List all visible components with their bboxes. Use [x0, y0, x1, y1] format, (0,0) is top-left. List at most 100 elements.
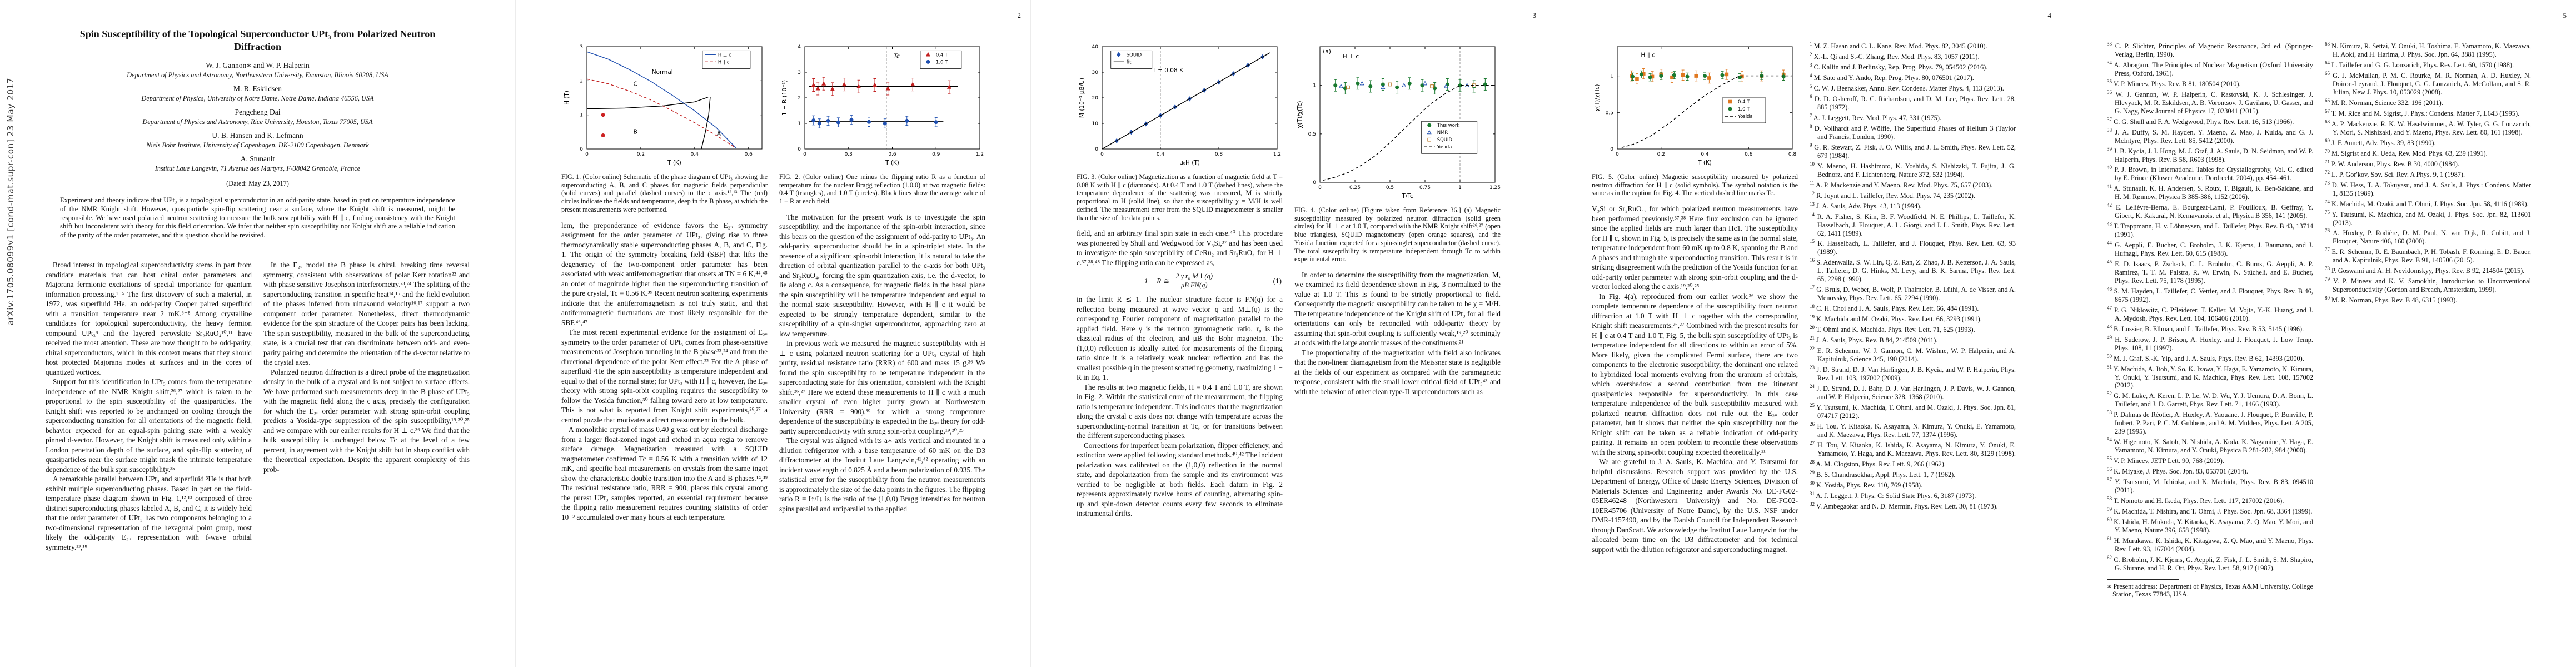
reference-item: 42 E. Lelièvre-Berna, E. Bourgeat-Lami, … [2107, 202, 2313, 220]
figure-4-chart: 0 0.25 0.5 0.75 1 1.25 0 0.5 1 T/Tc χ(T)/χ(Tc) H ⊥ … [1294, 41, 1501, 202]
page-3: 3 0 0.4 0.8 1.2 0 10 20 30 40 μ₀H (T) M (10⁻³ μB/U… [1030, 0, 1546, 667]
svg-text:Tc: Tc [894, 53, 900, 60]
reference-item: 75 Y. Tsutsumi, K. Machida, and M. Ozaki… [2325, 209, 2531, 227]
reference-item: 39 J. B. Kycia, J. I. Hong, M. J. Graf, … [2107, 146, 2313, 163]
reference-item: 50 M. J. Graf, S.-K. Yip, and J. A. Saul… [2107, 353, 2304, 362]
reference-item: 66 M. R. Norman, Science 332, 196 (2011)… [2325, 97, 2443, 107]
svg-text:0.8: 0.8 [1788, 152, 1797, 157]
svg-text:SQUID: SQUID [1127, 52, 1142, 58]
svg-text:0.4 T: 0.4 T [1738, 99, 1750, 105]
svg-text:0.6: 0.6 [745, 152, 753, 157]
reference-item: 63 N. Kimura, R. Settai, Y. Onuki, H. To… [2325, 41, 2531, 58]
author-affiliation: Department of Physics, University of Not… [141, 94, 374, 102]
figure-4-caption: FIG. 4. (Color online) [Figure taken fro… [1294, 206, 1501, 263]
author-affiliation: Department of Physics and Astronomy, Ric… [142, 118, 373, 126]
svg-text:fit: fit [1127, 59, 1132, 65]
reference-item: 69 J. F. Annett, Adv. Phys. 39, 83 (1990… [2325, 137, 2436, 147]
figure-5-chart: 0 0.2 0.4 0.6 0.8 0 0.5 1 T (K) χ(T)/χ(Tc) H ∥ c 0.… [1592, 41, 1798, 169]
figure-3: 0 0.4 0.8 1.2 0 10 20 30 40 μ₀H (T) M (10⁻³ μB/U) T… [1077, 41, 1283, 222]
svg-text:1.2: 1.2 [976, 152, 984, 157]
svg-text:1.25: 1.25 [1489, 185, 1501, 191]
svg-text:1: 1 [580, 113, 583, 118]
reference-item: 68 A. P. Mackenzie, R. K. W. Haselwimmer… [2325, 118, 2531, 136]
body-paragraph: lem, the preponderance of evidence favor… [561, 221, 768, 327]
svg-text:0.2: 0.2 [1657, 152, 1665, 157]
svg-text:Normal: Normal [652, 69, 673, 76]
reference-item: 27 H. Tou, Y. Kitaoka, K. Ishida, K. Asa… [1810, 440, 2016, 457]
reference-item: 25 Y. Tsutsumi, K. Machida, T. Ohmi, and… [1810, 402, 2016, 420]
svg-text:2: 2 [798, 96, 801, 101]
reference-item: 21 J. A. Sauls, Phys. Rev. B 84, 214509 … [1810, 335, 1938, 345]
page-number: 2 [1017, 11, 1022, 19]
svg-text:0.5: 0.5 [1308, 132, 1316, 137]
reference-item: 70 M. Sigrist and K. Ueda, Rev. Mod. Phy… [2325, 148, 2488, 157]
svg-text:1: 1 [1458, 185, 1462, 191]
svg-text:1: 1 [798, 121, 801, 127]
reference-item: 33 C. P. Slichter, Principles of Magneti… [2107, 41, 2313, 58]
footnote-present-address: ∗ Present address: Department of Physics… [2107, 582, 2313, 599]
reference-item: 17 G. Bruls, D. Weber, B. Wolf, P. Thalm… [1810, 285, 2016, 302]
reference-item: 6 D. D. Osheroff, R. C. Richardson, and … [1810, 94, 2016, 111]
reference-item: 80 M. R. Norman, Phys. Rev. B 48, 6315 (… [2325, 295, 2458, 305]
body-paragraph: V₃Si or Sr₂RuO₄, for which polarized neu… [1592, 205, 1798, 291]
svg-text:0.5: 0.5 [1386, 185, 1394, 191]
body-paragraph: A remarkable parallel between UPt₃ and s… [46, 475, 252, 551]
reference-item: 40 P. J. Brown, in International Tables … [2107, 165, 2313, 182]
svg-text:40: 40 [1092, 44, 1099, 50]
svg-text:This work: This work [1437, 123, 1460, 128]
svg-text:H ⊥ c: H ⊥ c [718, 52, 731, 58]
svg-text:SQUID: SQUID [1437, 137, 1453, 143]
body-paragraph: The crystal was aligned with its a∗ axis… [779, 436, 985, 513]
front-matter: Spin Susceptibility of the Topological S… [0, 0, 515, 240]
page5-column-left: 33 C. P. Slichter, Principles of Magneti… [2107, 40, 2313, 635]
page-2: 2 0 0.2 0.4 0.6 0 1 2 3 T (K) H (T) B A C Normal H ⊥ c… [515, 0, 1031, 667]
body-paragraph: In previous work we measured the magneti… [779, 339, 985, 435]
svg-text:NMR: NMR [1437, 130, 1448, 136]
equation-denominator: μB FN(q) [1180, 281, 1208, 290]
svg-text:0.4 T: 0.4 T [936, 52, 948, 58]
svg-text:B: B [634, 128, 637, 135]
footnote-rule [2107, 579, 2179, 580]
reference-item: 49 H. Suderow, J. P. Brison, A. Huxley, … [2107, 334, 2313, 352]
svg-text:0: 0 [1616, 152, 1619, 157]
svg-text:0: 0 [1100, 152, 1104, 157]
reference-item: 79 V. P. Mineev and K. V. Samokhin, Intr… [2325, 276, 2531, 294]
page1-column-right: In the E₂ᵤ model the B phase is chiral, … [263, 260, 470, 635]
body-paragraph: Corrections for imperfect beam polarizat… [1077, 441, 1283, 518]
reference-item: 65 G. J. McMullan, P. M. C. Rourke, M. R… [2325, 70, 2531, 96]
equation-lhs: 1 − R ≅ [1144, 276, 1169, 285]
reference-item: 52 G. M. Luke, A. Keren, L. P. Le, W. D.… [2107, 391, 2313, 409]
svg-text:0.4: 0.4 [1701, 152, 1709, 157]
figure-5: 0 0.2 0.4 0.6 0.8 0 0.5 1 T (K) χ(T)/χ(Tc) H ∥ c 0.… [1592, 41, 1798, 197]
svg-text:0.5: 0.5 [1606, 110, 1613, 116]
svg-text:H (T): H (T) [564, 91, 570, 105]
figure-1-chart: 0 0.2 0.4 0.6 0 1 2 3 T (K) H (T) B A C Normal H ⊥ cH … [561, 41, 768, 169]
svg-text:1.2: 1.2 [1273, 152, 1281, 157]
reference-item: 46 S. M. Hayden, L. Taillefer, C. Vettie… [2107, 286, 2313, 303]
author-names: M. R. Eskildsen [233, 84, 282, 93]
body-paragraph: In order to determine the susceptibility… [1294, 270, 1501, 347]
svg-text:A: A [717, 130, 721, 137]
svg-text:3: 3 [580, 44, 583, 50]
svg-text:0.4: 0.4 [691, 152, 699, 157]
equation-numerator: 2 γ r₀ M⊥(q) [1173, 272, 1215, 282]
equation-number: (1) [1273, 276, 1282, 285]
svg-text:M (10⁻³ μB/U): M (10⁻³ μB/U) [1079, 78, 1085, 118]
svg-text:0: 0 [803, 152, 806, 157]
figure-3-chart: 0 0.4 0.8 1.2 0 10 20 30 40 μ₀H (T) M (10⁻³ μB/U) T… [1077, 41, 1283, 169]
svg-text:0: 0 [1610, 147, 1613, 152]
reference-item: 44 G. Aeppli, E. Bucher, C. Broholm, J. … [2107, 240, 2313, 258]
references-list-part-2: 33 C. P. Slichter, Principles of Magneti… [2107, 40, 2313, 573]
svg-text:0.9: 0.9 [932, 152, 940, 157]
page-number: 3 [1532, 11, 1537, 19]
reference-item: 61 H. Murakawa, K. Ishida, K. Kitagawa, … [2107, 535, 2313, 553]
body-paragraph: We are grateful to J. A. Sauls, K. Machi… [1592, 457, 1798, 554]
reference-item: 22 E. R. Schemm, W. J. Gannon, C. M. Wis… [1810, 346, 2016, 364]
svg-text:H ∥ c: H ∥ c [1641, 52, 1655, 58]
body-paragraph: The results at two magnetic fields, H = … [1077, 382, 1283, 440]
body-paragraph: In the E₂ᵤ model the B phase is chiral, … [263, 261, 470, 366]
svg-text:0.8: 0.8 [1215, 152, 1223, 157]
reference-item: 1 M. Z. Hasan and C. L. Kane, Rev. Mod. … [1810, 41, 1987, 51]
reference-item: 78 P. Goswami and A. H. Nevidomskyy, Phy… [2325, 266, 2525, 275]
